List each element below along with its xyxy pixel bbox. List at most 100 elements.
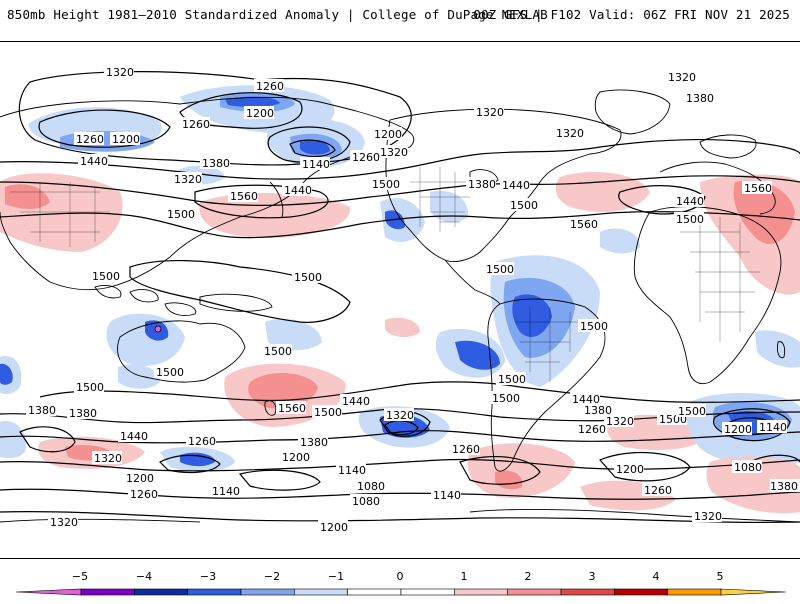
political-borders xyxy=(10,167,760,382)
colorbar-segment xyxy=(294,588,348,596)
contour-label: 1440 xyxy=(120,430,148,443)
contour-label: 1080 xyxy=(357,480,385,493)
anomaly-positive-area xyxy=(733,180,795,244)
contour-label: 1500 xyxy=(167,208,195,221)
contour-label: 1440 xyxy=(80,155,108,168)
contour-label: 1260 xyxy=(578,423,606,436)
anomaly-negative-area xyxy=(0,363,13,385)
colorbar-segment xyxy=(80,588,135,596)
anomaly-map: 1320 1260 1200 1260 1200 1260 1140 1200 … xyxy=(0,41,800,559)
contour-label: 1320 xyxy=(694,510,722,523)
anomaly-positive-area xyxy=(385,317,420,338)
contour-label: 1500 xyxy=(92,270,120,283)
contour-label: 1260 xyxy=(130,488,158,501)
contour-label: 1260 xyxy=(76,133,104,146)
contour-label: 1440 xyxy=(572,393,600,406)
colorbar-segment xyxy=(134,588,188,596)
contour-label: 1380 xyxy=(584,404,612,417)
colorbar-segment xyxy=(240,588,295,596)
contour-label: 1380 xyxy=(300,436,328,449)
colorbar-segment xyxy=(667,588,722,596)
colorbar-tick-label: −1 xyxy=(328,570,344,583)
contour-label: 1140 xyxy=(212,485,240,498)
contour-label: 1200 xyxy=(374,128,402,141)
contour-label: 1380 xyxy=(69,407,97,420)
contour-label: 1320 xyxy=(476,106,504,119)
anomaly-negative-area xyxy=(600,228,640,254)
contour-label: 1500 xyxy=(314,406,342,419)
contour-label: 1140 xyxy=(302,158,330,171)
colorbar-tick-label: −5 xyxy=(72,570,88,583)
colorbar-legend: −5 −4 −3 −2 −1 0 1 2 3 4 5 xyxy=(0,566,800,600)
anomaly-negative-area xyxy=(512,294,552,337)
anomaly-positive-area xyxy=(199,192,351,238)
contour-label: 1500 xyxy=(510,199,538,212)
colorbar-segment xyxy=(614,588,668,596)
colorbar-segment xyxy=(187,588,242,596)
contour-label: 1260 xyxy=(188,435,216,448)
contour-label: 1500 xyxy=(76,381,104,394)
contour-label: 1560 xyxy=(744,182,772,195)
contour-label: 1320 xyxy=(668,71,696,84)
contour-label: 1320 xyxy=(386,409,414,422)
contour-label: 1440 xyxy=(342,395,370,408)
anomaly-negative-area xyxy=(0,421,26,459)
contour-label: 1500 xyxy=(580,320,608,333)
contour-label: 1500 xyxy=(678,405,706,418)
contour-label: 1500 xyxy=(486,263,514,276)
contour-label: 1500 xyxy=(676,213,704,226)
contour-label: 1260 xyxy=(644,484,672,497)
anomaly-negative-area xyxy=(118,364,160,389)
contour-label: 1440 xyxy=(284,184,312,197)
contour-label: 1500 xyxy=(156,366,184,379)
contour-label: 1080 xyxy=(352,495,380,508)
contour-labels: 1320 1260 1200 1260 1200 1260 1140 1200 … xyxy=(26,65,800,534)
colorbar-tick-label: −4 xyxy=(136,570,152,583)
contour-label: 1380 xyxy=(770,480,798,493)
colorbar-tick-label: 3 xyxy=(589,570,596,583)
contour-label: 1200 xyxy=(616,463,644,476)
colorbar-segment xyxy=(400,588,455,596)
contour-label: 1320 xyxy=(174,173,202,186)
contour-label: 1560 xyxy=(230,190,258,203)
contour-label: 1500 xyxy=(492,392,520,405)
contour-label: 1500 xyxy=(294,271,322,284)
contour-label: 1200 xyxy=(246,107,274,120)
anomaly-negative-area xyxy=(265,318,322,351)
colorbar-segment xyxy=(560,588,615,596)
contour-label: 1440 xyxy=(676,195,704,208)
contour-label: 1380 xyxy=(468,178,496,191)
contour-label: 1080 xyxy=(734,461,762,474)
anomaly-negative-area xyxy=(106,313,185,366)
contour-label: 1260 xyxy=(256,80,284,93)
contour-label: 1500 xyxy=(498,373,526,386)
model-run-info: 00Z GFS | F102 Valid: 06Z FRI NOV 21 202… xyxy=(473,7,790,22)
contour-label: 1200 xyxy=(282,451,310,464)
contour-label: 1320 xyxy=(380,146,408,159)
contour-label: 1320 xyxy=(50,516,78,529)
colorbar-tick-label: 1 xyxy=(461,570,468,583)
map-title: 850mb Height 1981–2010 Standardized Anom… xyxy=(7,7,548,22)
colorbar-segment xyxy=(454,588,508,596)
anomaly-negative-area xyxy=(430,190,469,223)
contour-label: 1380 xyxy=(686,92,714,105)
colorbar-tick-label: −3 xyxy=(200,570,216,583)
colorbar-tick-label: 5 xyxy=(717,570,724,583)
anomaly-positive-area xyxy=(5,184,50,209)
colorbar-segment xyxy=(720,588,787,596)
contour-label: 1200 xyxy=(126,472,154,485)
title-bar: 850mb Height 1981–2010 Standardized Anom… xyxy=(0,0,800,30)
anomaly-positive-area xyxy=(467,443,575,498)
colorbar-segment xyxy=(347,588,402,596)
colorbar-tick-label: 2 xyxy=(525,570,532,583)
contour-label: 1500 xyxy=(264,345,292,358)
contour-label: 1200 xyxy=(320,521,348,534)
contour-label: 1440 xyxy=(502,179,530,192)
contour-label: 1320 xyxy=(106,66,134,79)
contour-label: 1560 xyxy=(570,218,598,231)
colorbar-tick-label: 0 xyxy=(397,570,404,583)
colorbar-tick-label: −2 xyxy=(264,570,280,583)
contour-label: 1500 xyxy=(372,178,400,191)
contour-label: 1140 xyxy=(433,489,461,502)
contour-label: 1320 xyxy=(556,127,584,140)
